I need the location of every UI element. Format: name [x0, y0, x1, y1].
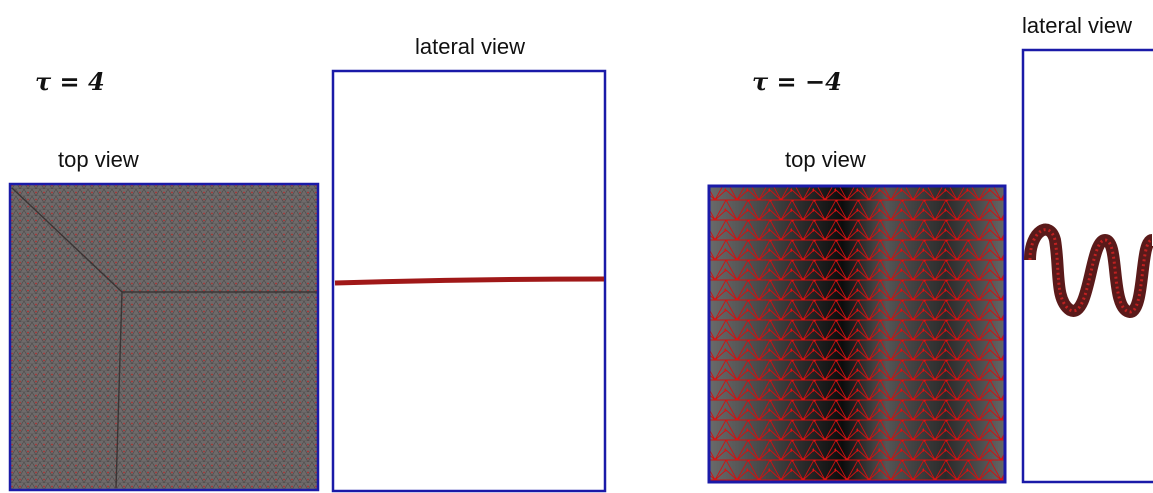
view-label: lateral view	[415, 34, 525, 59]
top-view-wrinkled	[709, 186, 1005, 482]
view-label: lateral view	[1022, 13, 1132, 38]
panel-label: τ = −4	[752, 67, 842, 96]
view-label: top view	[58, 147, 139, 172]
panel-label: τ = 4	[35, 67, 105, 96]
figure: τ = 4 top view lateral view τ = −4 top v…	[0, 0, 1153, 493]
top-view-flat	[10, 184, 318, 490]
lateral-view-flat	[333, 71, 605, 491]
lateral-view-wrinkled	[1023, 50, 1153, 482]
view-label: top view	[785, 147, 866, 172]
